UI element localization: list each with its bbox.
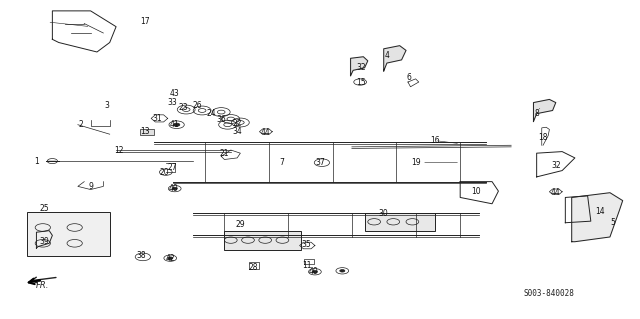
Text: 11: 11 <box>303 261 312 270</box>
Text: 9: 9 <box>88 182 93 191</box>
Text: 1: 1 <box>34 157 39 166</box>
Text: 23: 23 <box>178 103 188 112</box>
Bar <box>27 212 109 256</box>
Text: 33: 33 <box>167 98 177 107</box>
Text: 10: 10 <box>471 187 481 196</box>
Text: 15: 15 <box>356 78 366 86</box>
Text: 21: 21 <box>220 149 229 158</box>
Polygon shape <box>534 100 556 122</box>
Text: 37: 37 <box>315 158 325 167</box>
Circle shape <box>172 187 177 190</box>
Text: 28: 28 <box>248 263 258 271</box>
Text: 20: 20 <box>159 168 169 177</box>
Text: 4: 4 <box>385 51 389 60</box>
Text: 30: 30 <box>379 209 388 218</box>
Text: 2: 2 <box>79 120 83 129</box>
Text: 8: 8 <box>534 109 539 118</box>
Text: 13: 13 <box>140 127 150 136</box>
Text: 36: 36 <box>216 115 226 124</box>
Text: 35: 35 <box>301 241 311 249</box>
Text: 40: 40 <box>168 184 179 193</box>
Text: 42: 42 <box>166 254 175 263</box>
Polygon shape <box>384 46 406 71</box>
Text: 16: 16 <box>430 136 440 145</box>
Text: 32: 32 <box>356 63 366 72</box>
Text: 34: 34 <box>232 127 242 136</box>
Polygon shape <box>572 193 623 242</box>
Text: 26: 26 <box>193 101 202 110</box>
Bar <box>225 231 301 250</box>
Circle shape <box>168 257 173 259</box>
Text: 7: 7 <box>279 158 284 167</box>
Text: FR.: FR. <box>36 281 49 291</box>
Text: 43: 43 <box>170 89 180 98</box>
Text: 41: 41 <box>170 120 180 129</box>
Text: 12: 12 <box>115 145 124 154</box>
Circle shape <box>173 123 180 126</box>
Polygon shape <box>351 57 368 76</box>
Text: 6: 6 <box>407 73 412 82</box>
Text: 5: 5 <box>611 218 616 227</box>
Text: 24: 24 <box>207 109 216 118</box>
Text: 25: 25 <box>40 204 49 213</box>
Text: 14: 14 <box>596 207 605 216</box>
Text: 3: 3 <box>104 101 109 110</box>
Text: 22: 22 <box>232 119 242 128</box>
Text: S003-840028: S003-840028 <box>524 289 575 298</box>
Text: 31: 31 <box>153 114 163 123</box>
Text: 18: 18 <box>538 133 548 142</box>
Bar <box>140 129 154 135</box>
Circle shape <box>312 271 317 273</box>
Text: 44: 44 <box>261 128 271 137</box>
Text: 40: 40 <box>308 267 319 276</box>
Text: 17: 17 <box>140 18 150 26</box>
Text: 38: 38 <box>137 251 147 260</box>
Bar <box>365 213 435 231</box>
Text: 27: 27 <box>167 163 177 172</box>
Text: 32: 32 <box>551 161 561 170</box>
Text: 19: 19 <box>411 158 420 167</box>
Circle shape <box>340 270 345 272</box>
Text: 44: 44 <box>551 188 561 197</box>
Text: 39: 39 <box>40 237 49 246</box>
Text: 29: 29 <box>236 220 245 229</box>
